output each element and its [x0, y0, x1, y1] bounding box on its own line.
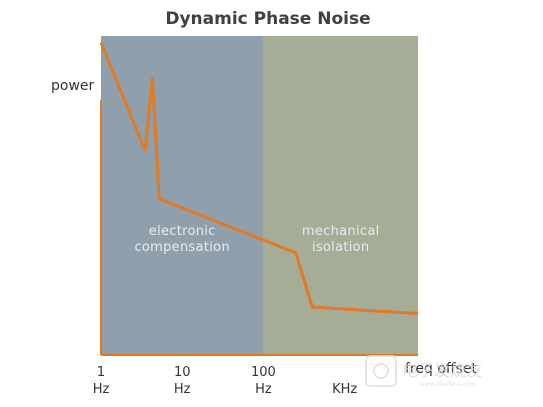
- x-tick-unit-2: Hz: [255, 382, 272, 397]
- x-tick-unit-1: Hz: [174, 382, 191, 397]
- x-tick-value-2: 100: [251, 365, 276, 380]
- watermark: 电子发烧友 www.elecfans.com: [365, 355, 482, 388]
- region-0-label-line1: electronic: [149, 224, 216, 239]
- x-tick-layer: 1 Hz 10 Hz 100 Hz KHz: [93, 365, 358, 397]
- x-tick-value-0: 1: [97, 365, 105, 380]
- watermark-text: 电子发烧友: [402, 361, 482, 380]
- region-layer: [101, 36, 418, 355]
- axes: [100, 100, 418, 356]
- x-tick-value-1: 10: [174, 365, 191, 380]
- series-layer: [99, 41, 419, 315]
- region-0-band: [101, 36, 264, 355]
- region-1-band: [263, 36, 418, 355]
- chart-title: Dynamic Phase Noise: [165, 9, 370, 29]
- x-tick-unit-0: Hz: [93, 382, 110, 397]
- region-1-label-line2: isolation: [312, 240, 370, 255]
- region-0-label-line2: compensation: [134, 240, 230, 255]
- x-tick-unit-3: KHz: [332, 382, 357, 397]
- y-axis-label: power: [51, 78, 95, 94]
- region-1-label-line1: mechanical: [302, 224, 380, 239]
- x-axis-label: freq offset: [405, 361, 477, 377]
- watermark-logo-icon: [365, 355, 397, 387]
- watermark-subtext: www.elecfans.com: [420, 381, 476, 388]
